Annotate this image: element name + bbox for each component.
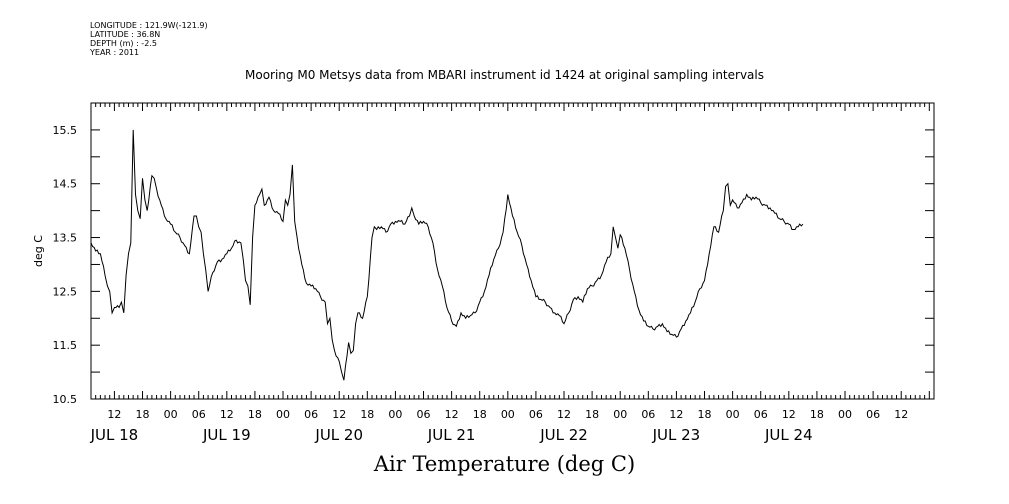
x-tick-label: 12 (220, 408, 234, 421)
plot-frame (90, 102, 935, 400)
x-tick-label: 18 (585, 408, 599, 421)
x-day-label: JUL 18 (90, 426, 139, 444)
x-tick-label: 06 (529, 408, 543, 421)
x-tick-label: 12 (445, 408, 459, 421)
x-day-label: JUL 20 (314, 426, 363, 444)
y-axis: 10.5 11.5 12.5 13.5 14.5 15.5 (53, 102, 934, 406)
x-tick-label: 06 (866, 408, 880, 421)
x-tick-label: 00 (613, 408, 627, 421)
x-day-label: JUL 19 (202, 426, 251, 444)
x-tick-label: 00 (164, 408, 178, 421)
y-tick-label: 15.5 (53, 124, 78, 137)
y-tick-label: 11.5 (53, 339, 78, 352)
x-day-label: JUL 22 (539, 426, 588, 444)
x-axis: 12 18 00 06 12 18 00 06 12 18 00 06 12 18 00 06 12 18 00 06… (90, 103, 935, 444)
x-tick-label: 18 (810, 408, 824, 421)
x-tick-label: 00 (388, 408, 402, 421)
y-axis-label: deg C (32, 235, 45, 267)
x-day-label: JUL 21 (427, 426, 476, 444)
x-tick-label: 18 (248, 408, 262, 421)
latitude-text: LATITUDE : 36.8N (90, 30, 161, 39)
y-tick-label: 12.5 (53, 285, 78, 298)
x-tick-label: 06 (641, 408, 655, 421)
x-tick-label: 06 (192, 408, 206, 421)
longitude-text: LONGITUDE : 121.9W(-121.9) (90, 21, 208, 30)
year-text: YEAR : 2011 (90, 48, 140, 57)
x-tick-label: 00 (838, 408, 852, 421)
x-day-label: JUL 23 (652, 426, 701, 444)
x-tick-label: 18 (473, 408, 487, 421)
x-tick-label: 12 (782, 408, 796, 421)
x-tick-label: 12 (894, 408, 908, 421)
y-tick-label: 14.5 (53, 178, 78, 191)
y-tick-label: 10.5 (53, 393, 78, 406)
x-tick-label: 00 (501, 408, 515, 421)
x-tick-label: 00 (276, 408, 290, 421)
x-tick-label: 12 (107, 408, 121, 421)
chart-title: Mooring M0 Metsys data from MBARI instru… (245, 68, 764, 82)
x-tick-label: 06 (304, 408, 318, 421)
x-tick-label: 12 (557, 408, 571, 421)
x-tick-label: 18 (136, 408, 150, 421)
x-tick-label: 18 (360, 408, 374, 421)
x-tick-label: 12 (332, 408, 346, 421)
x-tick-label: 18 (698, 408, 712, 421)
x-tick-label: 06 (417, 408, 431, 421)
y-tick-label: 13.5 (53, 232, 78, 245)
x-tick-label: 00 (726, 408, 740, 421)
series-line (90, 129, 804, 381)
x-day-label: JUL 24 (764, 426, 813, 444)
station-metadata: LONGITUDE : 121.9W(-121.9) LATITUDE : 36… (90, 21, 208, 57)
x-axis-label: Air Temperature (deg C) (373, 452, 636, 476)
x-tick-label: 12 (669, 408, 683, 421)
depth-text: DEPTH (m) : -2.5 (90, 39, 157, 48)
x-tick-label: 06 (754, 408, 768, 421)
